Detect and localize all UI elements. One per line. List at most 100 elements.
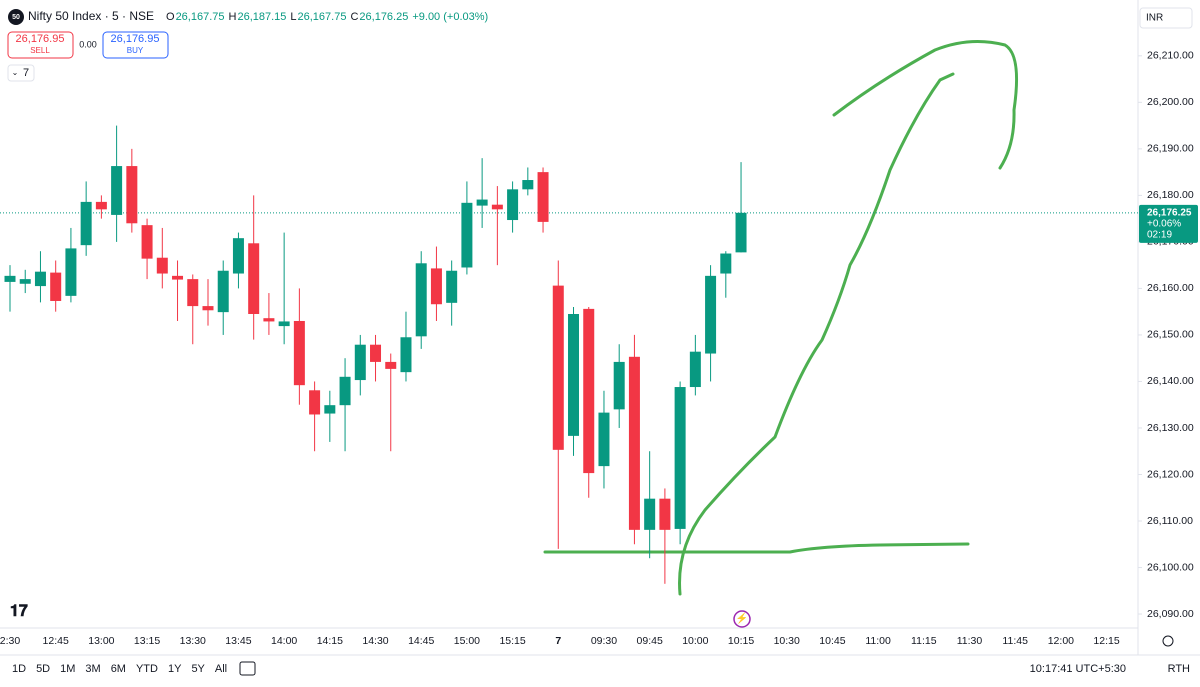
candle-body (552, 285, 564, 450)
candle-body (324, 405, 336, 414)
badge-text: 50 (12, 14, 20, 21)
sell-label[interactable]: SELL (30, 46, 50, 55)
candle-body (430, 268, 442, 305)
buy-label[interactable]: BUY (127, 46, 144, 55)
x-tick-label: 12:15 (1093, 635, 1119, 647)
x-tick-label: 13:15 (134, 635, 160, 647)
x-tick-label: 2:30 (0, 635, 20, 647)
drawing (543, 40, 1019, 596)
indicator-count[interactable]: 7 (23, 67, 29, 79)
candle-body (583, 308, 595, 474)
buy-button[interactable] (102, 31, 169, 59)
x-tick-label: 12:00 (1048, 635, 1074, 647)
y-tick-label: 26,200.00 (1147, 96, 1194, 108)
range-button[interactable]: 1D (12, 663, 26, 675)
range-button[interactable]: 3M (85, 663, 100, 675)
logo: 𝟏𝟕 (10, 603, 28, 620)
candle-body (370, 344, 382, 362)
buy-price[interactable]: 26,176.95 (111, 33, 160, 45)
candle-body (705, 275, 717, 354)
range-button[interactable]: 5D (36, 663, 50, 675)
change: +9.00 (+0.03%) (412, 11, 488, 23)
range-button[interactable]: 6M (111, 663, 126, 675)
x-tick-label: 10:45 (819, 635, 845, 647)
candle-body (507, 189, 519, 221)
candle-body (720, 253, 732, 274)
candle-body (156, 257, 168, 274)
drawn-line (543, 542, 970, 554)
candle-body (568, 314, 580, 436)
candle-body (385, 361, 397, 369)
currency[interactable]: INR (1146, 13, 1163, 24)
currency-box[interactable] (1139, 7, 1193, 29)
symbol-badge (8, 9, 24, 25)
x-tick-label: 15:15 (499, 635, 525, 647)
candle-body (689, 351, 701, 388)
x-tick-label: 09:30 (591, 635, 617, 647)
candle-body (217, 270, 229, 313)
candle-body (65, 248, 77, 296)
x-tick-label: 10:15 (728, 635, 754, 647)
candle-body (491, 204, 503, 210)
session[interactable]: RTH (1168, 663, 1190, 675)
x-tick-label: 7 (555, 635, 561, 647)
clock: 10:17:41 UTC+5:30 (1030, 663, 1126, 675)
price-tag-countdown: 02:19 (1147, 229, 1172, 240)
x-tick-label: 14:30 (362, 635, 388, 647)
ohlc-key: L (290, 11, 296, 23)
candle-body (613, 361, 625, 410)
spread: 0.00 (79, 39, 97, 49)
price-tag (1139, 204, 1198, 243)
candle-body (537, 172, 549, 222)
ohlc-value: 26,187.15 (237, 11, 286, 23)
ohlc-key: H (229, 11, 237, 23)
y-tick-label: 26,090.00 (1147, 608, 1194, 620)
range-button[interactable]: YTD (136, 663, 158, 675)
x-tick-label: 14:45 (408, 635, 434, 647)
date-range-icon[interactable] (239, 661, 256, 676)
candle-body (95, 201, 107, 210)
symbol: Nifty 50 Index · 5 · NSE (28, 9, 154, 23)
candle-body (522, 180, 534, 190)
candle-body (644, 498, 656, 530)
price-tag-change: +0.06% (1147, 218, 1181, 229)
indicator-toggle[interactable] (7, 64, 35, 82)
drawn-curve (678, 72, 955, 596)
x-tick-label: 11:45 (1002, 635, 1028, 647)
candle-body (354, 344, 366, 381)
range-button[interactable]: 1Y (168, 663, 182, 675)
drawn-arc (832, 40, 1019, 170)
candle-body (735, 212, 747, 253)
x-tick-label: 13:30 (180, 635, 206, 647)
range-button[interactable]: 1M (60, 663, 75, 675)
x-tick-label: 10:00 (682, 635, 708, 647)
settings-icon[interactable] (1162, 635, 1174, 647)
candle-body (339, 376, 351, 406)
event-bolt: ⚡ (736, 612, 748, 625)
y-tick-label: 26,130.00 (1147, 422, 1194, 434)
range-button[interactable]: All (215, 663, 227, 675)
sell-price[interactable]: 26,176.95 (16, 33, 65, 45)
candle-body (598, 412, 610, 467)
y-tick-label: 26,150.00 (1147, 329, 1194, 341)
candle-body (309, 390, 321, 415)
y-tick-label: 26,120.00 (1147, 468, 1194, 480)
x-tick-label: 15:00 (454, 635, 480, 647)
candle-body (172, 275, 184, 280)
candle-body (50, 272, 62, 301)
x-tick-label: 14:15 (317, 635, 343, 647)
sell-button[interactable] (7, 31, 74, 59)
y-tick-label: 26,190.00 (1147, 143, 1194, 155)
candle-body (476, 199, 488, 206)
candle-body (126, 166, 138, 224)
candle-body (80, 201, 92, 246)
candle-body (4, 275, 16, 282)
range-button[interactable]: 5Y (191, 663, 205, 675)
x-tick-label: 11:00 (865, 635, 891, 647)
candle-body (19, 279, 31, 284)
event-icon[interactable] (733, 610, 751, 628)
candle-body (34, 271, 46, 287)
ohlc-value: 26,167.75 (298, 11, 347, 23)
